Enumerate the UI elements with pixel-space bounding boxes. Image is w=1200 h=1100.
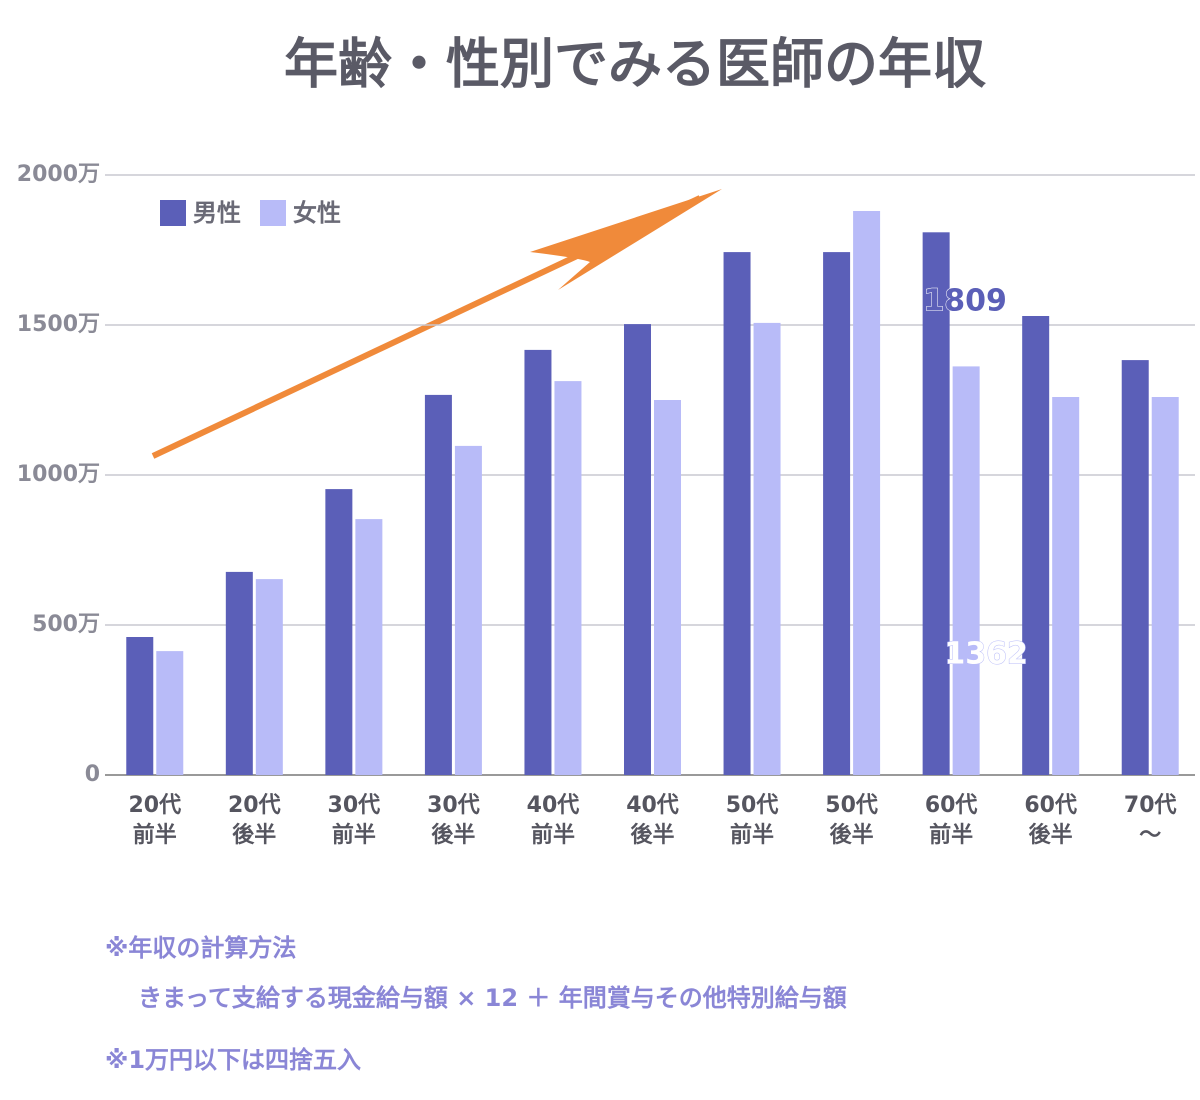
- bar: [454, 445, 482, 775]
- y-tick-label: 1500万: [17, 312, 100, 337]
- arrow-head: [530, 189, 722, 290]
- x-tick-label: 70代 〜: [1123, 793, 1177, 848]
- legend-swatch: [260, 200, 286, 226]
- bar: [1121, 360, 1149, 775]
- bar: [325, 489, 353, 775]
- x-tick-label: 50代 前半: [725, 793, 779, 848]
- data-label: 1362: [944, 637, 1028, 672]
- bar: [1151, 397, 1179, 775]
- bar: [1052, 397, 1080, 775]
- y-tick-label: 2000万: [17, 162, 100, 187]
- y-tick-label: 1000万: [17, 462, 100, 487]
- bar: [524, 349, 552, 775]
- x-tick-label: 40代 前半: [526, 793, 580, 848]
- note: ※年収の計算方法: [105, 934, 297, 962]
- x-tick-label: 40代 後半: [626, 793, 679, 848]
- bar: [126, 637, 154, 775]
- bar: [922, 232, 950, 776]
- bar: [554, 381, 582, 775]
- x-tick-label: 20代 後半: [228, 793, 281, 848]
- note: きまって支給する現金給与額 × 12 ＋ 年間賞与その他特別給与額: [138, 984, 847, 1012]
- x-tick-label: 50代 後半: [825, 793, 878, 848]
- bar: [355, 519, 383, 775]
- y-tick-label: 0: [85, 762, 100, 787]
- bar: [952, 366, 980, 775]
- note: ※1万円以下は四捨五入: [105, 1046, 362, 1074]
- bar: [723, 252, 751, 776]
- legend-swatch: [160, 200, 186, 226]
- x-tick-label: 60代 前半: [924, 793, 978, 848]
- bar: [753, 322, 781, 775]
- bar: [225, 571, 253, 775]
- x-tick-label: 20代 前半: [128, 793, 182, 848]
- trend-arrow: [151, 189, 722, 459]
- bar: [424, 394, 452, 775]
- bar: [823, 252, 851, 776]
- bar: [156, 651, 184, 775]
- bar: [654, 400, 681, 775]
- x-tick-label: 30代 前半: [327, 793, 381, 848]
- legend-label: 女性: [293, 199, 341, 227]
- bar: [255, 579, 283, 775]
- x-tick-label: 30代 後半: [427, 793, 480, 848]
- bar: [1022, 316, 1050, 775]
- data-label: 1809: [923, 284, 1007, 319]
- legend-label: 男性: [193, 199, 241, 227]
- bar: [624, 324, 651, 775]
- x-tick-label: 60代 後半: [1024, 793, 1077, 848]
- chart-title: 年齢・性別でみる医師の年収: [284, 33, 986, 96]
- y-tick-label: 500万: [32, 612, 100, 637]
- bar: [853, 211, 881, 775]
